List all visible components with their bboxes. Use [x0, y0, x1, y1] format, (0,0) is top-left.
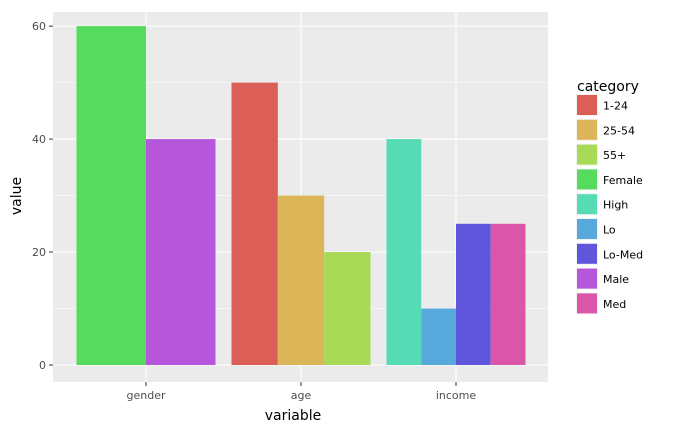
legend-label: High [603, 199, 628, 212]
legend-label: 55+ [603, 149, 626, 162]
bar-income-High [386, 139, 422, 365]
legend-swatch [577, 243, 597, 264]
bars [76, 26, 526, 366]
x-axis-ticks: gender age income [127, 382, 477, 402]
y-tick-label: 60 [32, 20, 46, 33]
legend: category 1-24 25-54 55+ Female High Lo Lo-Med M… [576, 79, 643, 315]
bar-income-Lo [421, 308, 456, 365]
bar-gender-Male [146, 139, 216, 365]
bar-income-Lo-Med [456, 223, 491, 365]
bar-income-Med [490, 223, 526, 365]
legend-label: 1-24 [603, 100, 628, 113]
legend-swatch [577, 219, 597, 239]
legend-swatch [577, 169, 597, 190]
y-tick-label: 40 [32, 133, 46, 146]
legend-swatch [577, 293, 597, 314]
x-tick-label: income [436, 389, 477, 402]
legend-swatch [577, 95, 597, 115]
legend-label: Lo [603, 224, 616, 237]
legend-label: Med [603, 298, 626, 311]
legend-title: category [577, 79, 639, 95]
x-axis-title: variable [265, 408, 321, 424]
bar-age-55+ [324, 252, 371, 365]
y-axis-ticks: 0 20 40 60 [32, 20, 53, 372]
legend-swatch [577, 268, 597, 289]
x-tick-label: age [291, 389, 312, 402]
legend-label: 25-54 [603, 124, 635, 137]
legend-label: Male [603, 273, 629, 286]
legend-swatch [577, 194, 597, 215]
y-tick-label: 0 [39, 359, 46, 372]
bar-gender-Female [76, 26, 146, 366]
legend-swatch [577, 119, 597, 140]
legend-label: Lo-Med [603, 248, 643, 261]
bar-age-25-54 [277, 195, 325, 365]
x-tick-label: gender [127, 389, 166, 402]
legend-label: Female [603, 174, 643, 187]
y-axis-title: value [9, 177, 25, 215]
y-tick-label: 20 [32, 246, 46, 259]
bar-age-1-24 [231, 82, 278, 365]
legend-swatch [577, 144, 597, 165]
